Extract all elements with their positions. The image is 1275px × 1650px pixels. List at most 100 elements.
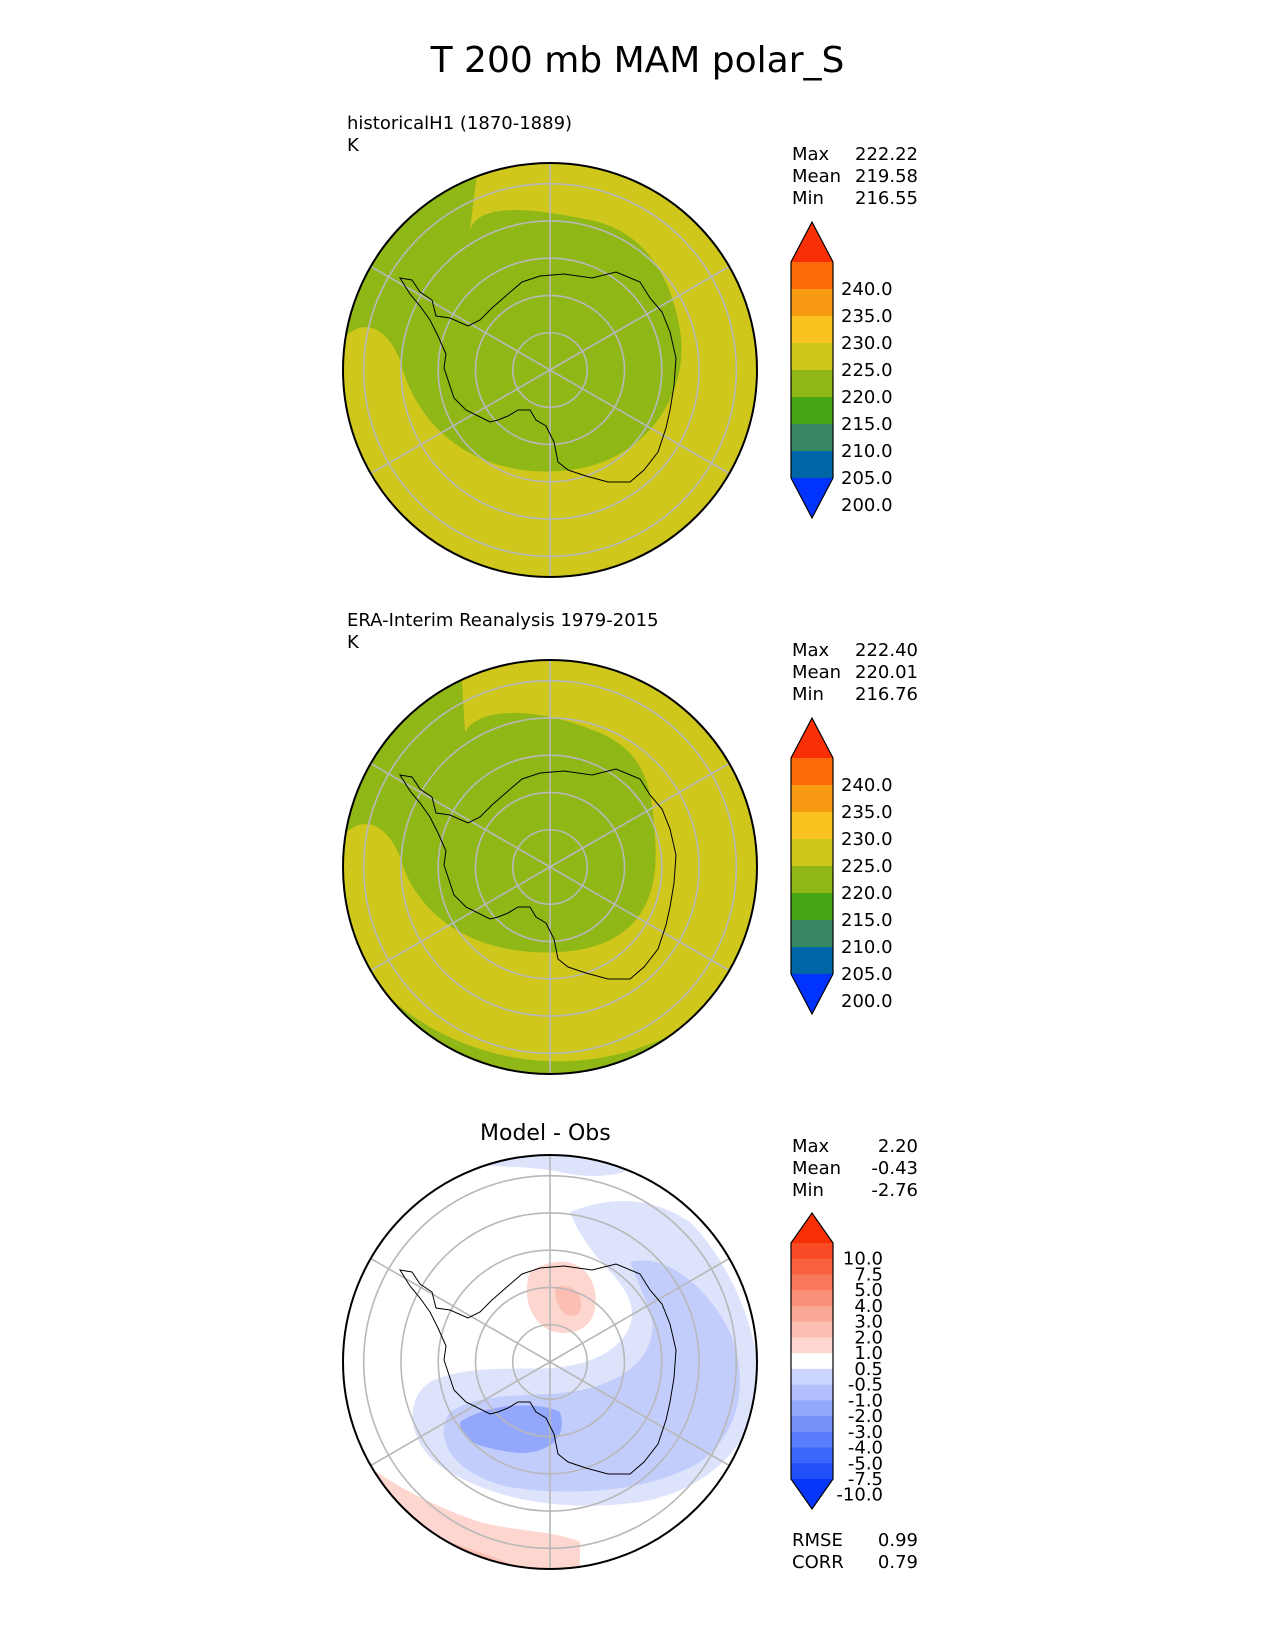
colorbar-tick-label: -3.0 bbox=[848, 1422, 883, 1443]
colorbar-segment bbox=[791, 1290, 833, 1307]
colorbar-segment bbox=[791, 920, 833, 948]
stat-corr: CORR 0.79 bbox=[792, 1552, 918, 1573]
stat-min: Min -2.76 bbox=[792, 1180, 918, 1201]
colorbar-tick-label: -5.0 bbox=[848, 1453, 883, 1474]
antarctica-coastline bbox=[398, 768, 677, 980]
test-panel-title: historicalH1 (1870-1889) K bbox=[347, 113, 572, 157]
colorbar-segment bbox=[791, 812, 833, 840]
stat-mean: Mean 219.58 bbox=[792, 166, 918, 187]
stat-min: Min 216.76 bbox=[792, 684, 918, 705]
colorbar-max-extend bbox=[791, 222, 833, 262]
colorbar-segment bbox=[791, 1463, 833, 1480]
colorbar-segment bbox=[791, 839, 833, 867]
colorbar-tick-label: 0.5 bbox=[854, 1359, 883, 1380]
stat-max: Max 222.22 bbox=[792, 144, 918, 165]
colorbar-tick-label: -1.0 bbox=[848, 1390, 883, 1411]
colorbar-segment bbox=[791, 1384, 833, 1401]
stat-mean: Mean -0.43 bbox=[792, 1158, 918, 1179]
ref-units: K bbox=[347, 632, 359, 653]
colorbar-tick-label: 200.0 bbox=[841, 991, 893, 1012]
colorbar-max-extend bbox=[791, 1213, 833, 1243]
colorbar-tick-label: -0.5 bbox=[848, 1375, 883, 1396]
colorbar-tick-label: 235.0 bbox=[841, 802, 893, 823]
stat-rmse: RMSE 0.99 bbox=[792, 1530, 918, 1551]
ref-polar-map bbox=[342, 659, 758, 1075]
graticule bbox=[362, 1155, 738, 1569]
graticule bbox=[362, 660, 738, 1074]
colorbar-tick-label: 7.5 bbox=[854, 1264, 883, 1285]
colorbar-segment bbox=[791, 424, 833, 452]
colorbar-tick-label: 215.0 bbox=[841, 910, 893, 931]
colorbar-min-extend bbox=[791, 974, 833, 1014]
colorbar-segment bbox=[791, 451, 833, 479]
diff-stats: Max 2.20 Mean -0.43 Min -2.76 bbox=[792, 1136, 918, 1202]
colorbar-segment bbox=[791, 1274, 833, 1291]
colorbar-tick-label: 230.0 bbox=[841, 333, 893, 354]
colorbar-tick-label: 230.0 bbox=[841, 829, 893, 850]
colorbar-tick-label: 235.0 bbox=[841, 306, 893, 327]
ref-colorbar: 240.0 235.0 230.0 225.0 220.0 215.0 210.0 205.0… bbox=[790, 716, 893, 1016]
ref-stats: Max 222.40 Mean 220.01 Min 216.76 bbox=[792, 640, 918, 706]
colorbar-segment bbox=[791, 316, 833, 344]
colorbar-segment bbox=[791, 370, 833, 398]
map-boundary bbox=[342, 659, 758, 1075]
colorbar-tick-label: 220.0 bbox=[841, 387, 893, 408]
colorbar-segment bbox=[791, 1258, 833, 1275]
colorbar-tick-label: 215.0 bbox=[841, 414, 893, 435]
colorbar-tick-label: 5.0 bbox=[854, 1280, 883, 1301]
colorbar-tick-label: 210.0 bbox=[841, 441, 893, 462]
map-boundary bbox=[342, 1154, 758, 1570]
colorbar-segment bbox=[791, 343, 833, 371]
diff-panel-title: Model - Obs bbox=[480, 1121, 611, 1146]
colorbar-segment bbox=[791, 1353, 833, 1370]
colorbar-tick-label: 205.0 bbox=[841, 964, 893, 985]
colorbar-segment bbox=[791, 1416, 833, 1433]
colorbar-tick-label: 4.0 bbox=[854, 1296, 883, 1317]
colorbar-tick-label: 210.0 bbox=[841, 937, 893, 958]
test-units: K bbox=[347, 135, 359, 156]
colorbar-segment bbox=[791, 1447, 833, 1464]
colorbar-segment bbox=[791, 1431, 833, 1449]
colorbar-tick-label: 205.0 bbox=[841, 468, 893, 489]
map-boundary bbox=[342, 162, 758, 578]
colorbar-segment bbox=[791, 1400, 833, 1417]
ref-panel-title: ERA-Interim Reanalysis 1979-2015 K bbox=[347, 610, 659, 654]
colorbar-segment bbox=[791, 1337, 833, 1354]
colorbar-tick-label: 10.0 bbox=[843, 1249, 883, 1270]
diff-colorbar: 10.07.55.04.03.02.01.00.5-0.5-1.0-2.0-3.… bbox=[790, 1211, 883, 1511]
test-stats: Max 222.22 Mean 219.58 Min 216.55 bbox=[792, 144, 918, 210]
graticule bbox=[362, 163, 738, 577]
colorbar-tick-label: 240.0 bbox=[841, 279, 893, 300]
colorbar-segment bbox=[791, 893, 833, 921]
colorbar-tick-label: -7.5 bbox=[848, 1469, 883, 1490]
colorbar-segment bbox=[791, 758, 833, 786]
colorbar-tick-label: 240.0 bbox=[841, 775, 893, 796]
colorbar-tick-label: 220.0 bbox=[841, 883, 893, 904]
colorbar-tick-label: -2.0 bbox=[848, 1406, 883, 1427]
colorbar-segment bbox=[791, 289, 833, 317]
stat-max: Max 222.40 bbox=[792, 640, 918, 661]
test-polar-map bbox=[342, 162, 758, 578]
colorbar-segment bbox=[791, 1321, 833, 1338]
colorbar-segment bbox=[791, 262, 833, 290]
test-title-line1: historicalH1 (1870-1889) bbox=[347, 113, 573, 134]
colorbar-tick-label: 225.0 bbox=[841, 856, 893, 877]
colorbar-tick-label: 3.0 bbox=[854, 1312, 883, 1333]
page-title: T 200 mb MAM polar_S bbox=[430, 40, 845, 81]
colorbar-segment bbox=[791, 1368, 833, 1386]
diff-footer-stats: RMSE 0.99 CORR 0.79 bbox=[792, 1530, 918, 1574]
colorbar-segment bbox=[791, 866, 833, 894]
colorbar-tick-label: -10.0 bbox=[836, 1485, 883, 1506]
colorbar-tick-label: 2.0 bbox=[854, 1327, 883, 1348]
colorbar-tick-label: 1.0 bbox=[854, 1343, 883, 1364]
colorbar-tick-label: 225.0 bbox=[841, 360, 893, 381]
antarctica-coastline bbox=[398, 271, 677, 483]
test-colorbar: 240.0 235.0 230.0 225.0 220.0 215.0 210.0 205.0… bbox=[790, 220, 893, 520]
colorbar-segment bbox=[791, 397, 833, 425]
colorbar-min-extend bbox=[791, 1479, 833, 1509]
stat-mean: Mean 220.01 bbox=[792, 662, 918, 683]
colorbar-tick-label: -4.0 bbox=[848, 1438, 883, 1459]
colorbar-min-extend bbox=[791, 478, 833, 518]
stat-max: Max 2.20 bbox=[792, 1136, 918, 1157]
colorbar-segment bbox=[791, 785, 833, 813]
